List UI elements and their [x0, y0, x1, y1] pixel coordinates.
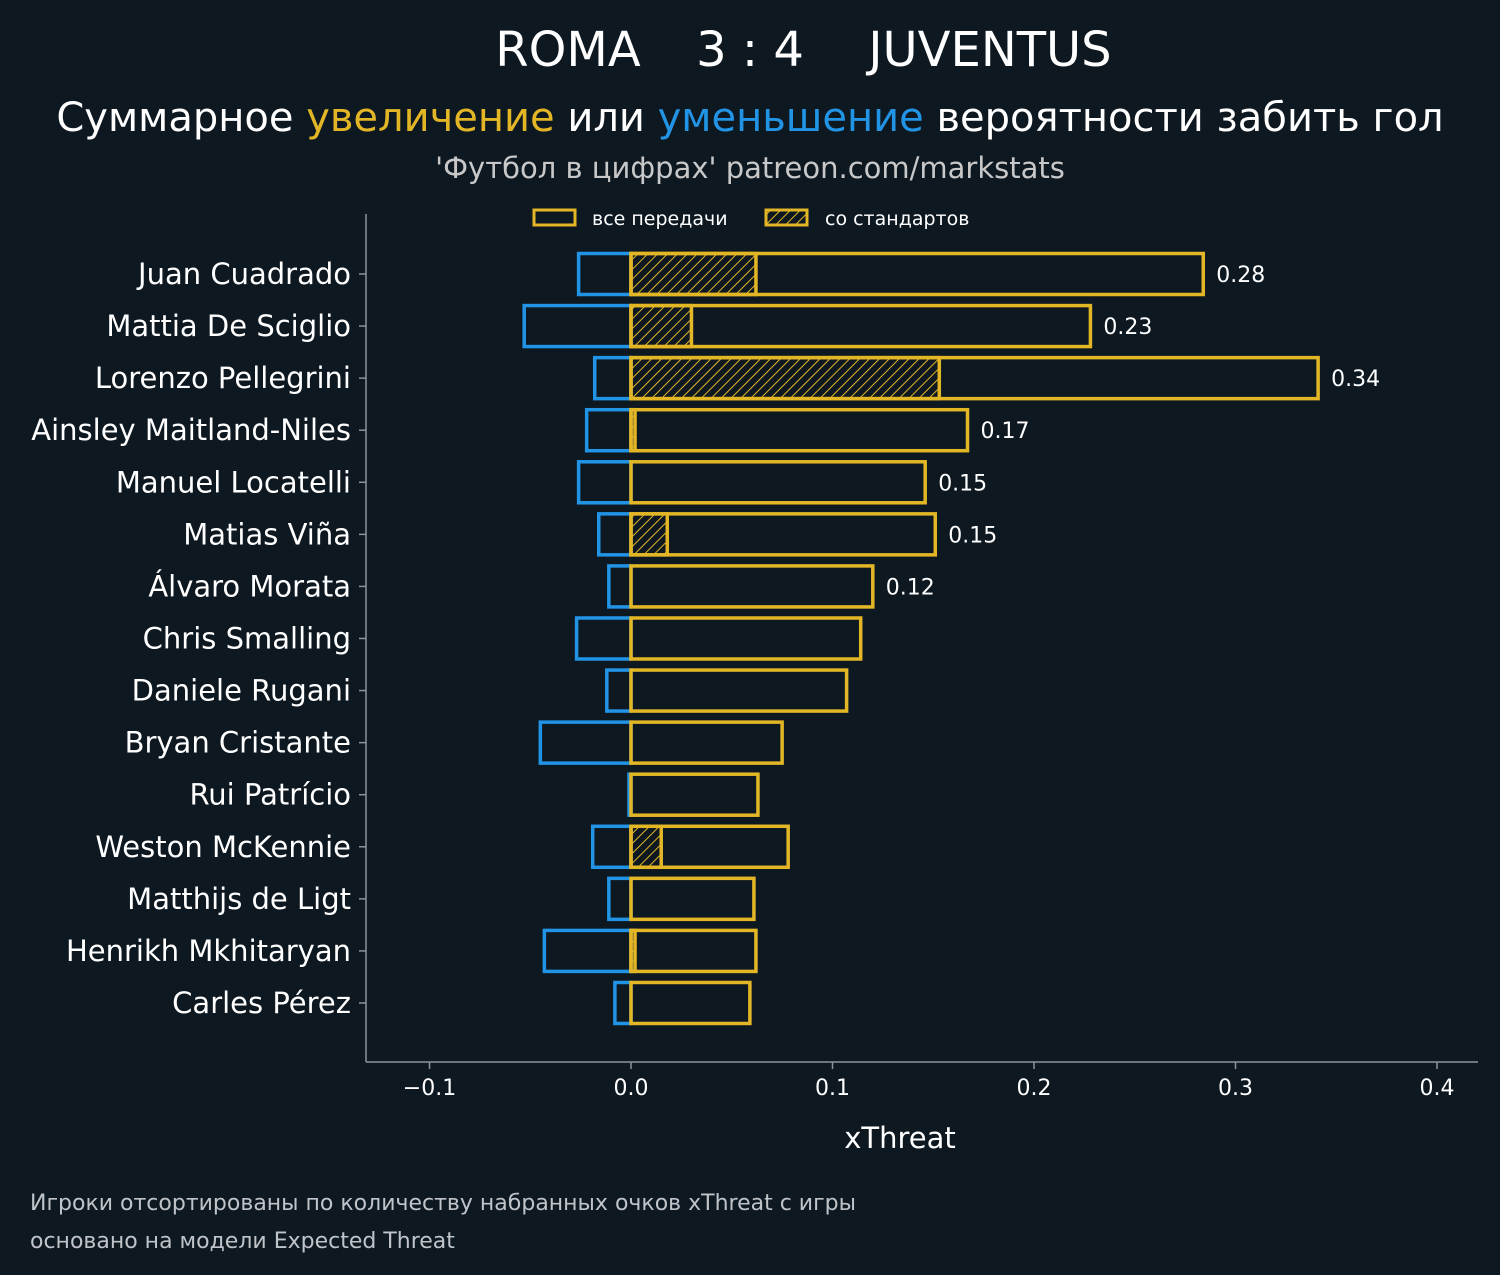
- bar-decrease: [607, 564, 633, 609]
- bar-decrease: [613, 980, 633, 1026]
- y-tick-label: Álvaro Morata: [148, 569, 351, 603]
- bar-decrease: [590, 824, 633, 870]
- bar-increase: [629, 303, 1093, 349]
- x-tick-label: 0.1: [815, 1076, 850, 1101]
- value-label: 0.12: [886, 575, 935, 600]
- y-tick-label: Carles Pérez: [172, 986, 351, 1020]
- bar-increase: [629, 251, 1206, 297]
- bar-set-pieces: [629, 512, 670, 557]
- y-tick-label: Chris Smalling: [143, 621, 351, 655]
- bar-decrease: [538, 720, 633, 765]
- bar-decrease: [597, 512, 633, 557]
- y-tick-label: Bryan Cristante: [125, 726, 351, 760]
- y-tick-label: Ainsley Maitland-Niles: [31, 413, 351, 447]
- bar-decrease: [584, 407, 633, 453]
- bar-increase: [629, 928, 758, 974]
- title-score: 3 : 4: [696, 22, 804, 78]
- legend-swatch-all-passes: [532, 208, 577, 227]
- bar-increase: [629, 512, 938, 557]
- value-label: 0.17: [981, 419, 1030, 444]
- title-away-team: JUVENTUS: [865, 22, 1111, 78]
- bar-decrease: [605, 668, 633, 713]
- bar-decrease: [522, 303, 633, 349]
- y-tick-label: Mattia De Sciglio: [106, 309, 351, 343]
- legend-swatch-set-pieces: [764, 208, 809, 227]
- bar-increase: [629, 355, 1320, 401]
- x-tick-label: 0.4: [1420, 1076, 1455, 1101]
- y-tick-label: Lorenzo Pellegrini: [95, 361, 351, 395]
- subtitle-increase: увеличение: [306, 95, 554, 141]
- bar-increase: [629, 407, 970, 453]
- bar-decrease: [607, 876, 633, 922]
- y-tick-label: Henrikh Mkhitaryan: [66, 934, 351, 968]
- legend-label-set-pieces: со стандартов: [825, 208, 969, 230]
- value-label: 0.28: [1216, 263, 1265, 288]
- x-tick-label: 0.0: [614, 1076, 649, 1101]
- value-label: 0.23: [1103, 315, 1152, 340]
- value-label: 0.15: [948, 523, 997, 548]
- title-home-team: ROMA: [495, 22, 641, 78]
- y-tick-label: Manuel Locatelli: [116, 465, 351, 499]
- bar-increase: [629, 772, 760, 817]
- y-labels-layer: Juan Cuadrado Mattia De Sciglio Lorenzo Pe…: [31, 257, 366, 1020]
- value-label: 0.34: [1331, 367, 1380, 392]
- bar-set-pieces: [629, 824, 663, 870]
- bar-increase: [629, 460, 927, 505]
- legend-label-all-passes: все передачи: [592, 208, 728, 230]
- x-tick-label: 0.3: [1218, 1076, 1253, 1101]
- bar-increase: [629, 720, 784, 765]
- y-tick-label: Rui Patrício: [189, 778, 351, 812]
- y-tick-label: Matthijs de Ligt: [127, 882, 351, 916]
- bars-layer: 0.28 0.23 0.34 0.17 0.15 0.15 0.12: [522, 251, 1380, 1026]
- bar-set-pieces: [629, 303, 694, 349]
- value-label: 0.15: [938, 471, 987, 496]
- bar-increase: [629, 876, 756, 922]
- bar-increase: [629, 824, 790, 870]
- x-tick-label: 0.2: [1017, 1076, 1052, 1101]
- subtitle-part3: вероятности забить гол: [924, 95, 1444, 141]
- y-tick-label: Matias Viña: [183, 517, 351, 551]
- bar-increase: [629, 668, 849, 713]
- footnote-line2: основано на модели Expected Threat: [30, 1229, 455, 1254]
- bar-increase: [629, 564, 875, 609]
- subtitle-part1: Суммарное: [56, 95, 306, 141]
- bar-increase: [629, 616, 863, 661]
- bar-increase: [629, 980, 752, 1026]
- x-ticks-layer: −0.1 0.0 0.1 0.2 0.3 0.4: [403, 1062, 1455, 1101]
- x-tick-label: −0.1: [403, 1076, 456, 1101]
- bar-set-pieces: [629, 355, 942, 401]
- subtitle-decrease: уменьшение: [658, 95, 924, 141]
- bar-decrease: [576, 460, 633, 505]
- bar-decrease: [576, 251, 633, 297]
- footnote-line1: Игроки отсортированы по количеству набра…: [30, 1191, 856, 1216]
- y-tick-label: Weston McKennie: [95, 830, 351, 864]
- bar-decrease: [542, 928, 633, 974]
- subtitle: Суммарное увеличение или уменьшение веро…: [56, 95, 1443, 141]
- bar-decrease: [574, 616, 633, 661]
- bar-decrease: [592, 355, 633, 401]
- subtitle-part2: или: [555, 95, 658, 141]
- bar-set-pieces: [629, 251, 758, 297]
- y-tick-label: Juan Cuadrado: [136, 257, 351, 291]
- x-axis-label: xThreat: [844, 1121, 956, 1155]
- credit-text: 'Футбол в цифрах' patreon.com/markstats: [435, 151, 1065, 185]
- legend: все передачи со стандартов: [532, 208, 969, 230]
- y-tick-label: Daniele Rugani: [132, 674, 351, 708]
